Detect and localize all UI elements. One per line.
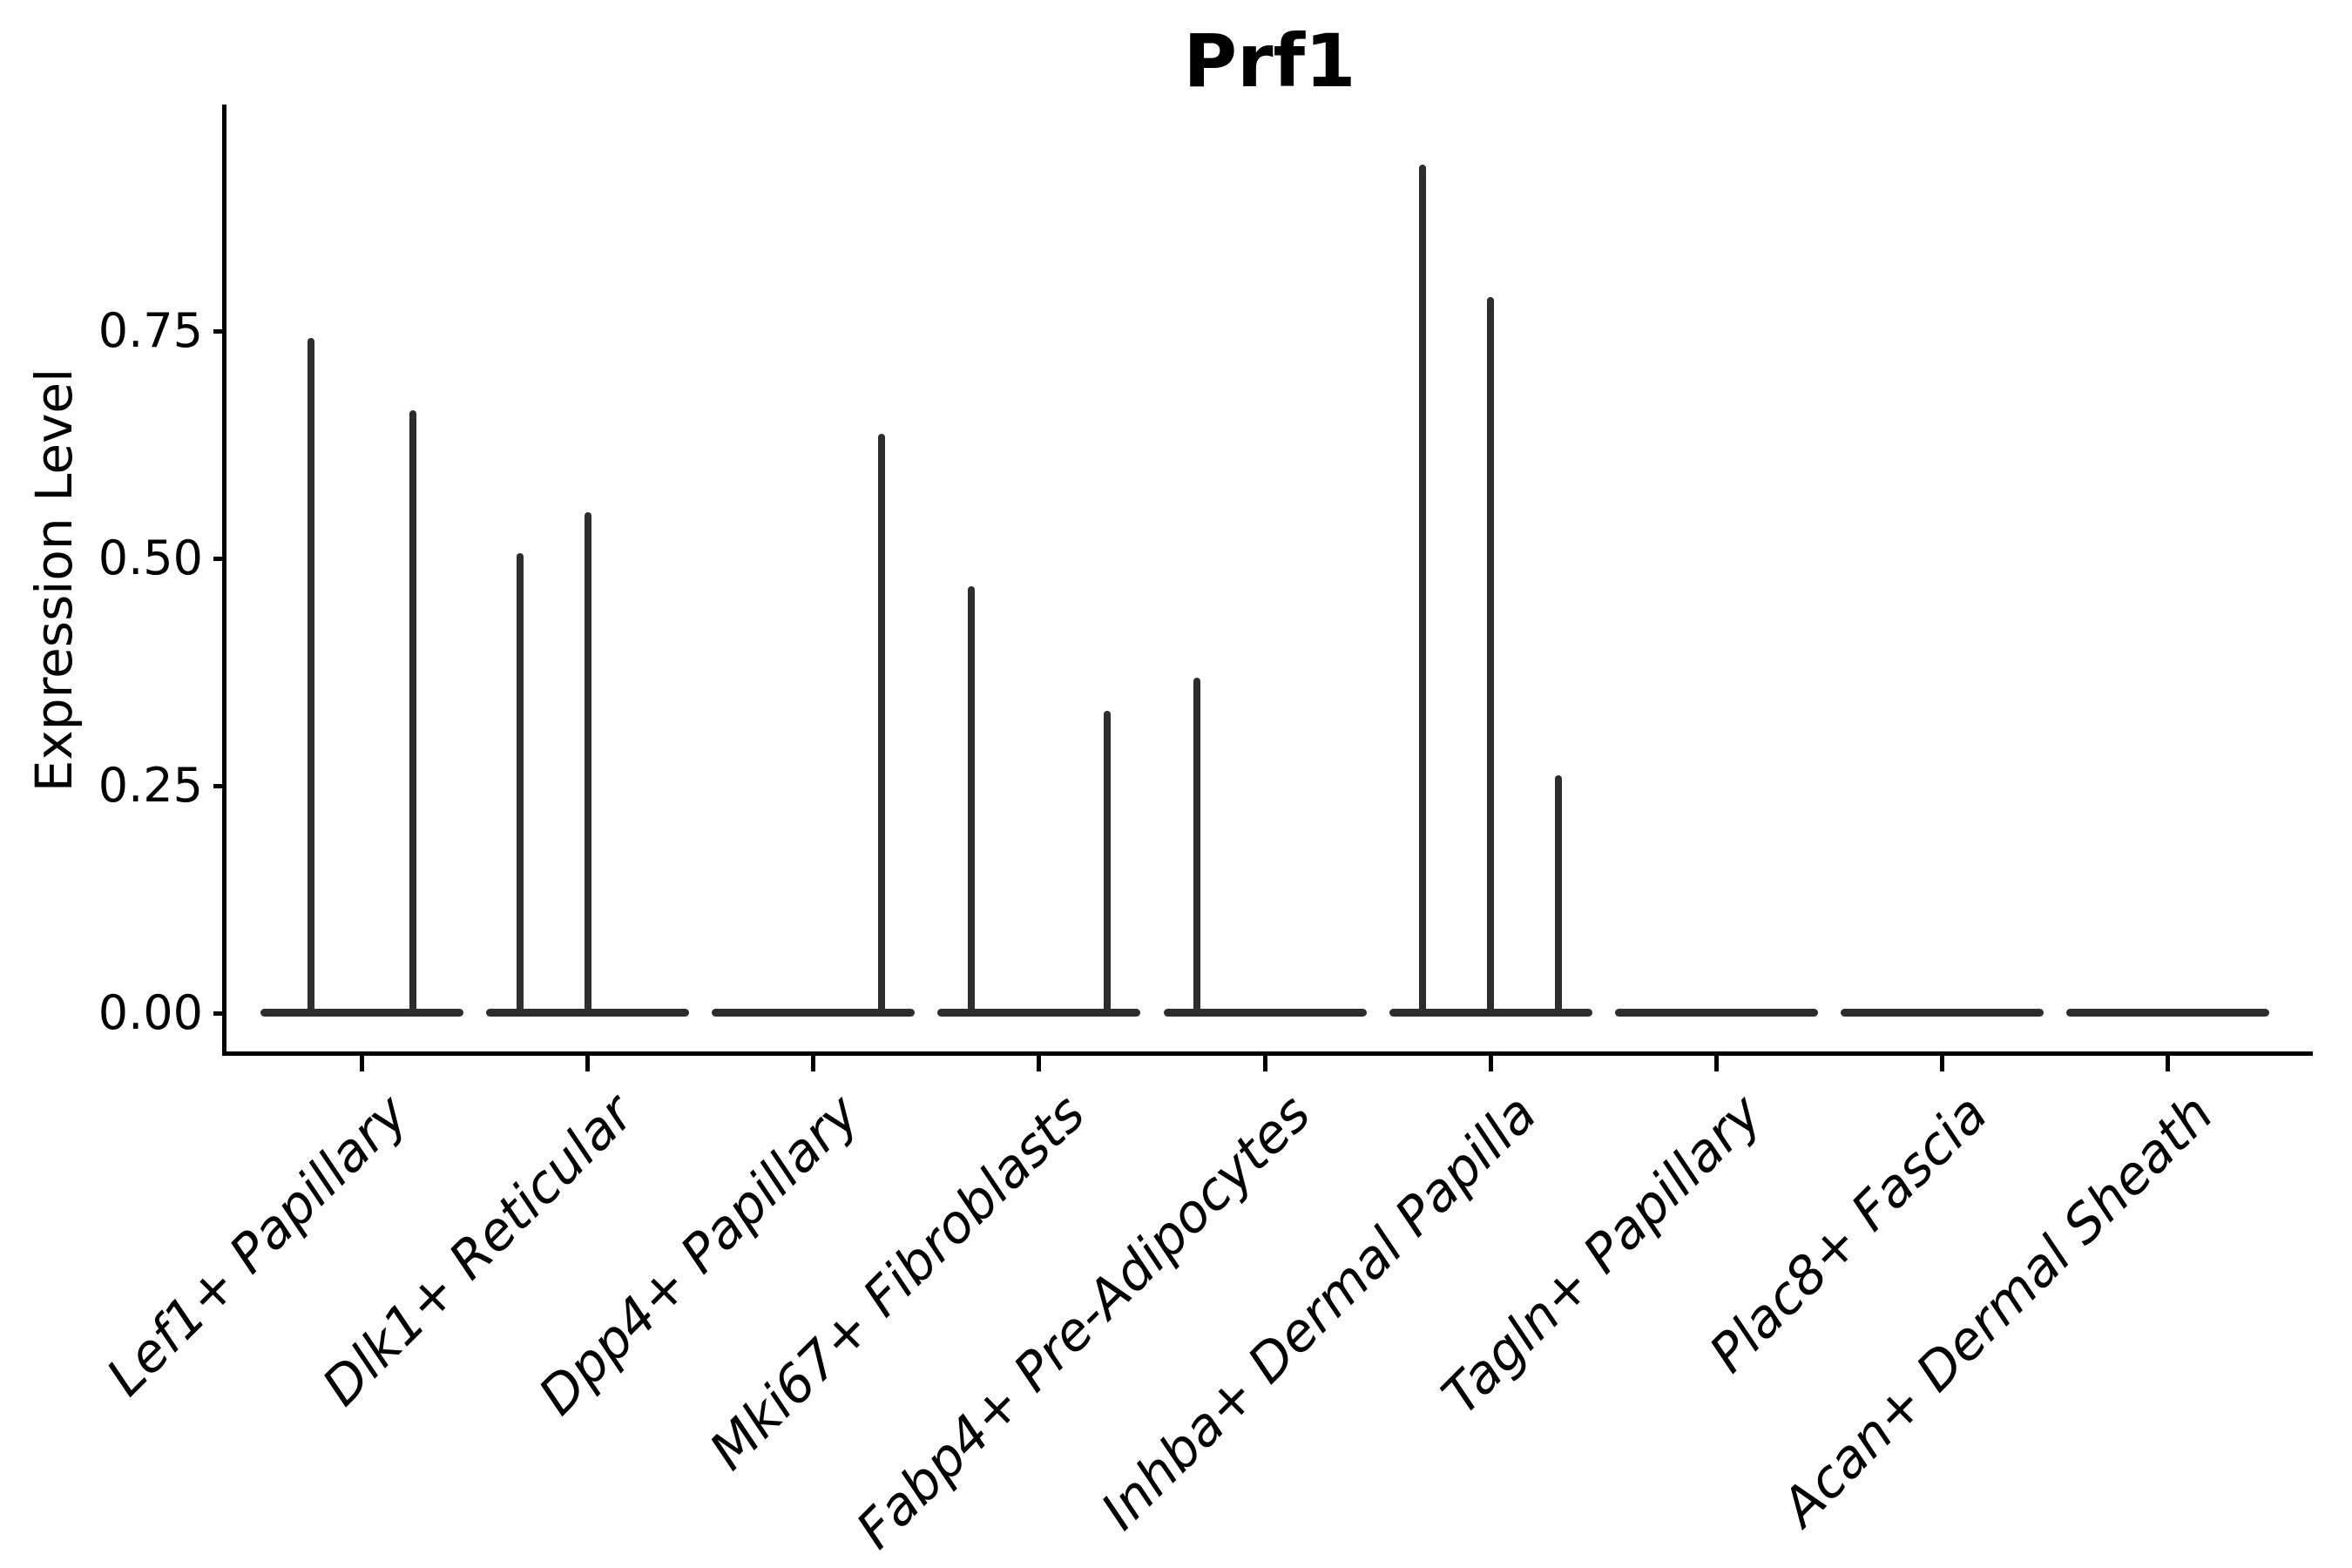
x-tick-label: Inhba+ Dermal Papilla	[1089, 1083, 1549, 1542]
y-tick-label: 0.00	[98, 985, 203, 1040]
y-axis-line	[222, 105, 226, 1056]
x-tick	[1037, 1056, 1042, 1071]
x-tick	[1488, 1056, 1493, 1071]
violin-baseline	[2065, 1008, 2269, 1017]
x-tick-label: Acan+ Dermal Sheath	[1770, 1083, 2226, 1538]
x-tick	[1939, 1056, 1944, 1071]
violin-spike	[516, 552, 524, 1012]
x-axis-line	[222, 1051, 2313, 1056]
violin-baseline	[937, 1008, 1141, 1017]
y-tick	[213, 556, 226, 561]
violin-spike	[308, 338, 315, 1012]
violin-spike	[1554, 774, 1562, 1012]
violin-spike	[1103, 711, 1111, 1012]
x-tick	[360, 1056, 365, 1071]
violin-baseline	[486, 1008, 690, 1017]
violin-spike	[1419, 164, 1427, 1012]
x-tick	[811, 1056, 816, 1071]
violin-spike	[409, 409, 416, 1012]
y-tick-label: 0.75	[98, 303, 203, 358]
violin-spike	[968, 586, 976, 1012]
x-tick	[2165, 1056, 2170, 1071]
violin-baseline	[260, 1008, 464, 1017]
y-tick-label: 0.50	[98, 531, 203, 585]
x-tick-label: Fabp4+ Pre-Adipocytes	[844, 1083, 1322, 1561]
violin-baseline	[712, 1008, 916, 1017]
x-tick	[1713, 1056, 1719, 1071]
y-tick-label: 0.25	[98, 758, 203, 813]
x-tick-label: Mki67+ Fibroblasts	[698, 1083, 1097, 1483]
violin-spike	[584, 511, 591, 1012]
violin-baseline	[1840, 1008, 2044, 1017]
y-tick	[213, 783, 226, 788]
y-tick	[213, 1010, 226, 1016]
chart-title: Prf1	[1183, 18, 1356, 104]
violin-spike	[1487, 297, 1495, 1012]
violin-spike	[1193, 677, 1201, 1012]
violin-baseline	[1389, 1008, 1592, 1017]
violin-baseline	[1163, 1008, 1367, 1017]
x-tick	[1262, 1056, 1267, 1071]
violin-baseline	[1614, 1008, 1818, 1017]
y-tick	[213, 328, 226, 334]
x-tick	[585, 1056, 591, 1071]
violin-spike	[877, 434, 885, 1012]
